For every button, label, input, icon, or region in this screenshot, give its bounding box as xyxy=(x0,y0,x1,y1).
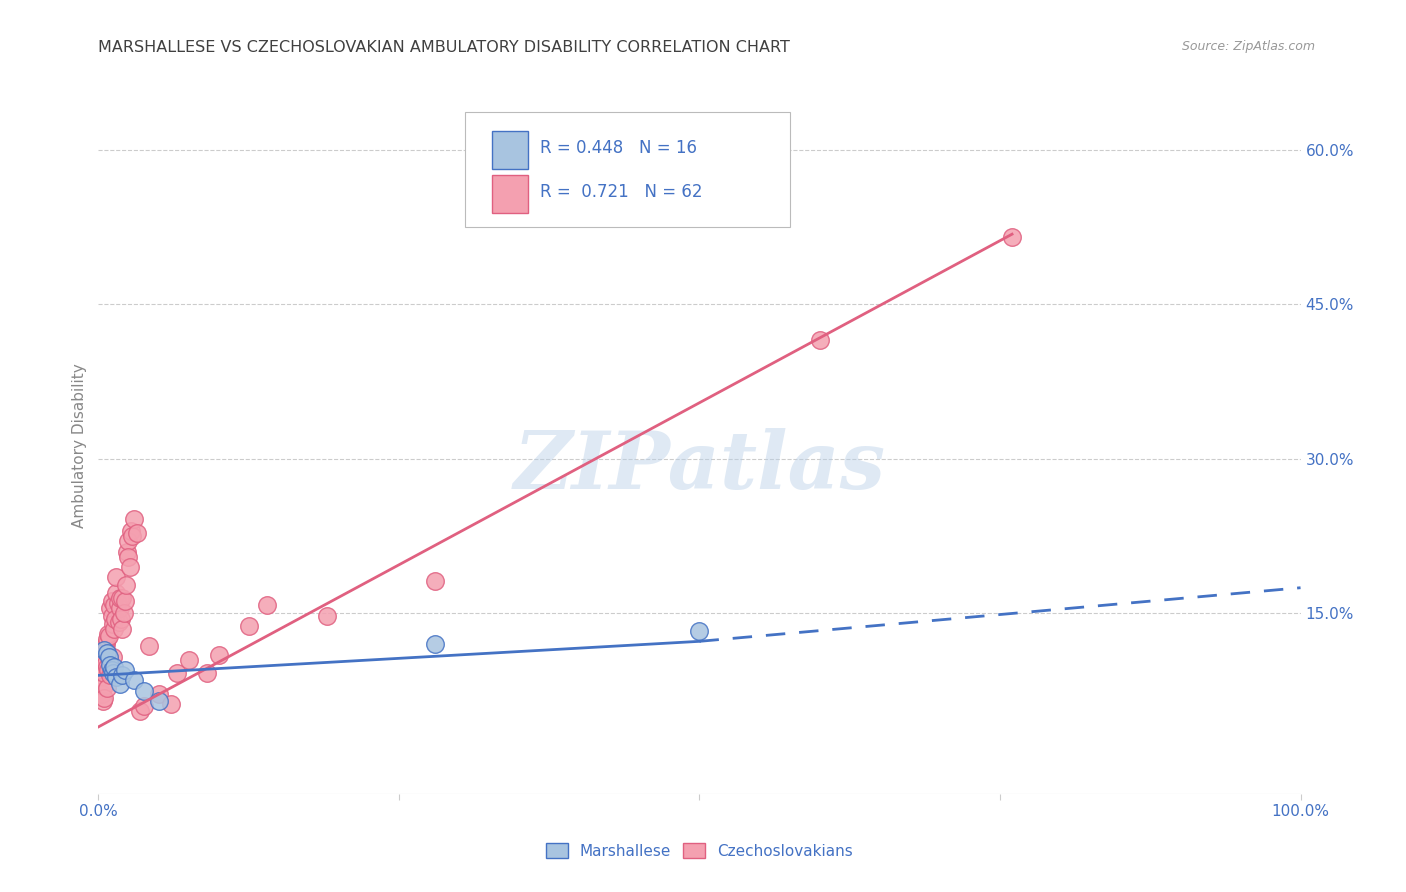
Y-axis label: Ambulatory Disability: Ambulatory Disability xyxy=(72,364,87,528)
Point xyxy=(108,601,131,615)
Point xyxy=(117,544,139,558)
Point xyxy=(111,668,134,682)
Point xyxy=(107,596,129,610)
Legend: Marshallese, Czechoslovakians: Marshallese, Czechoslovakians xyxy=(538,836,860,866)
Point xyxy=(124,673,146,688)
Point xyxy=(101,666,124,681)
Point xyxy=(91,687,114,701)
Point xyxy=(115,577,138,591)
Point xyxy=(96,646,118,660)
Point xyxy=(101,616,124,631)
Point xyxy=(148,687,170,701)
Point xyxy=(105,670,128,684)
Point xyxy=(97,627,120,641)
Point xyxy=(108,676,131,690)
Point xyxy=(93,666,115,681)
Point xyxy=(423,574,446,588)
Point xyxy=(118,560,141,574)
Text: Source: ZipAtlas.com: Source: ZipAtlas.com xyxy=(1181,40,1315,54)
Point xyxy=(93,648,115,662)
Point xyxy=(108,591,131,605)
Point xyxy=(132,683,155,698)
Point xyxy=(100,594,122,608)
Point xyxy=(148,694,170,708)
Point xyxy=(94,637,117,651)
Point xyxy=(96,660,118,674)
Point xyxy=(111,591,134,605)
Text: ZIPatlas: ZIPatlas xyxy=(513,428,886,506)
Point xyxy=(105,586,128,600)
Point xyxy=(101,649,124,664)
Point xyxy=(98,649,121,664)
Point xyxy=(256,599,278,613)
Point xyxy=(94,642,117,657)
Point xyxy=(91,663,114,677)
Point xyxy=(1001,230,1024,244)
Point xyxy=(93,642,115,657)
Point xyxy=(100,668,122,682)
Point xyxy=(103,660,125,674)
Point xyxy=(423,637,446,651)
Point xyxy=(111,622,134,636)
Point xyxy=(91,694,114,708)
FancyBboxPatch shape xyxy=(492,131,527,169)
Point xyxy=(114,663,136,677)
Point xyxy=(105,570,128,584)
Point xyxy=(208,648,231,662)
Point xyxy=(93,679,115,693)
Point xyxy=(138,640,160,654)
Point xyxy=(112,607,135,621)
Point xyxy=(110,612,132,626)
Point xyxy=(108,615,131,629)
Point xyxy=(117,534,139,549)
Point xyxy=(98,649,121,664)
Point xyxy=(100,608,122,623)
Text: R =  0.721   N = 62: R = 0.721 N = 62 xyxy=(540,183,702,201)
Point xyxy=(177,653,200,667)
Point xyxy=(124,511,146,525)
Point xyxy=(125,526,148,541)
Point xyxy=(100,658,122,673)
Point xyxy=(96,632,118,647)
Point xyxy=(238,619,260,633)
Text: MARSHALLESE VS CZECHOSLOVAKIAN AMBULATORY DISABILITY CORRELATION CHART: MARSHALLESE VS CZECHOSLOVAKIAN AMBULATOR… xyxy=(98,40,790,55)
Point xyxy=(90,670,112,684)
Point xyxy=(129,705,152,719)
FancyBboxPatch shape xyxy=(492,175,527,213)
Point xyxy=(97,663,120,677)
Point xyxy=(808,334,831,348)
Point xyxy=(120,524,142,538)
Point xyxy=(94,656,117,670)
FancyBboxPatch shape xyxy=(465,112,790,227)
Point xyxy=(159,697,181,711)
Point xyxy=(195,666,218,681)
Point xyxy=(100,601,122,615)
Text: R = 0.448   N = 16: R = 0.448 N = 16 xyxy=(540,139,696,157)
Point xyxy=(315,608,337,623)
Point xyxy=(132,699,155,714)
Point xyxy=(103,622,125,636)
Point xyxy=(104,612,127,626)
Point xyxy=(103,599,125,613)
Point xyxy=(114,594,136,608)
Point xyxy=(166,666,188,681)
Point xyxy=(98,629,121,643)
Point xyxy=(93,691,115,706)
Point xyxy=(121,529,143,543)
Point xyxy=(96,681,118,695)
Point xyxy=(117,549,139,564)
Point xyxy=(689,624,711,638)
Point xyxy=(100,663,122,677)
